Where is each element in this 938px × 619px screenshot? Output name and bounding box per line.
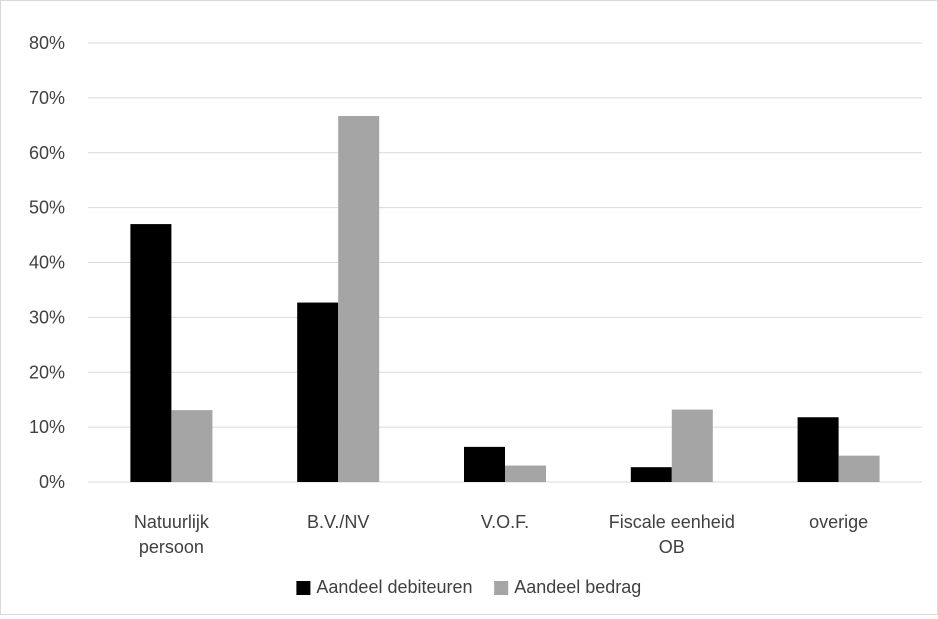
- y-tick-label: 30%: [29, 307, 65, 327]
- bar-aandeel-debiteuren: [630, 467, 672, 482]
- legend-swatch: [296, 581, 311, 595]
- y-tick-label: 10%: [29, 417, 65, 437]
- x-tick-label: overige: [809, 512, 868, 532]
- legend: Aandeel debiteuren Aandeel bedrag: [296, 577, 641, 597]
- bars: [130, 115, 880, 482]
- x-tick-label: persoon: [139, 537, 204, 557]
- gridlines: [88, 42, 922, 483]
- y-tick-label: 50%: [29, 198, 65, 218]
- bar-aandeel-bedrag: [671, 409, 713, 482]
- y-tick-label: 60%: [29, 143, 65, 163]
- bar-aandeel-debiteuren: [797, 417, 839, 482]
- bar-aandeel-bedrag: [338, 115, 380, 482]
- x-tick-label: OB: [659, 537, 685, 557]
- bar-aandeel-debiteuren: [130, 224, 172, 482]
- bar-aandeel-debiteuren: [464, 446, 505, 482]
- x-axis-tick-labels: Natuurlijk persoon B.V./NV V.O.F. Fiscale ee…: [134, 512, 868, 557]
- y-axis-tick-labels: 0% 10% 20% 30% 40% 50% 60% 70% 80%: [29, 33, 65, 492]
- bar-aandeel-bedrag: [171, 410, 213, 482]
- bar-aandeel-bedrag: [505, 465, 546, 482]
- bar-aandeel-bedrag: [838, 455, 880, 482]
- y-tick-label: 80%: [29, 33, 65, 53]
- legend-label: Aandeel bedrag: [514, 577, 641, 597]
- legend-label: Aandeel debiteuren: [316, 577, 472, 597]
- y-tick-label: 0%: [39, 472, 65, 492]
- x-tick-label: B.V./NV: [307, 512, 369, 532]
- x-tick-label: V.O.F.: [481, 512, 529, 532]
- x-tick-label: Natuurlijk: [134, 512, 210, 532]
- y-tick-label: 20%: [29, 362, 65, 382]
- y-tick-label: 40%: [29, 253, 65, 273]
- x-tick-label: Fiscale eenheid: [609, 512, 735, 532]
- legend-swatch: [494, 581, 509, 595]
- y-tick-label: 70%: [29, 88, 65, 108]
- bar-aandeel-debiteuren: [297, 302, 339, 482]
